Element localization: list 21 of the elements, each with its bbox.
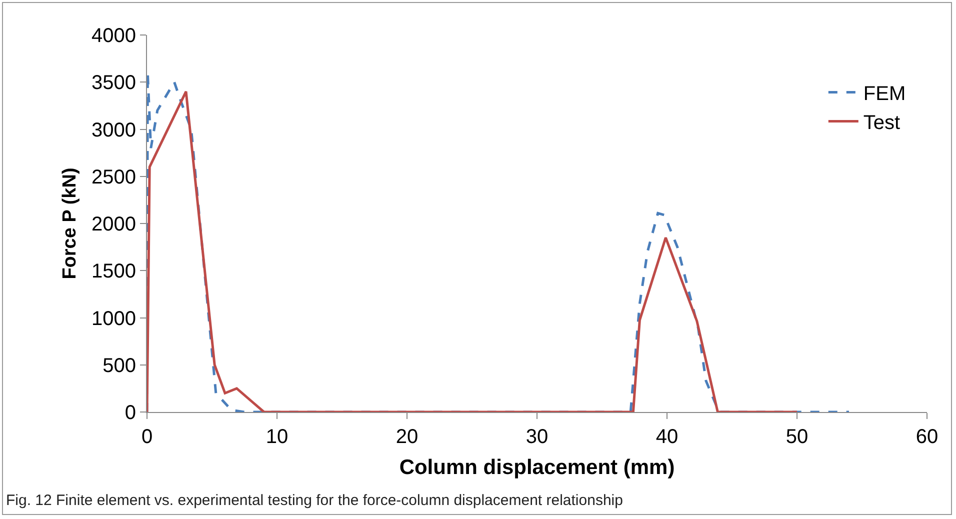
x-axis-title: Column displacement (mm) bbox=[399, 456, 675, 480]
caption: Fig. 12 Finite element vs. experimental testing for the force-column displacement relationship bbox=[6, 492, 623, 509]
y-tick-label: 3000 bbox=[92, 119, 136, 142]
x-tick-label: 10 bbox=[266, 426, 288, 448]
y-tick-label: 2500 bbox=[92, 166, 136, 188]
legend-label: FEM bbox=[863, 83, 906, 105]
y-tick-label: 3500 bbox=[92, 72, 136, 94]
x-tick-label: 50 bbox=[786, 426, 808, 448]
x-tick-label: 60 bbox=[916, 426, 938, 448]
x-tick-label: 20 bbox=[396, 426, 418, 448]
y-tick-label: 1500 bbox=[92, 260, 136, 283]
y-tick-label: 4000 bbox=[92, 25, 136, 47]
y-tick-label: 500 bbox=[102, 354, 136, 377]
y-axis-title: Force P (kN) bbox=[59, 168, 80, 280]
y-tick-label: 2000 bbox=[92, 214, 136, 236]
y-tick-label: 1000 bbox=[92, 308, 136, 330]
legend-label: Test bbox=[863, 112, 901, 134]
x-tick-label: 0 bbox=[141, 426, 153, 448]
y-tick-label: 0 bbox=[124, 402, 136, 424]
x-tick-label: 40 bbox=[656, 426, 678, 448]
x-tick-label: 30 bbox=[526, 426, 548, 448]
